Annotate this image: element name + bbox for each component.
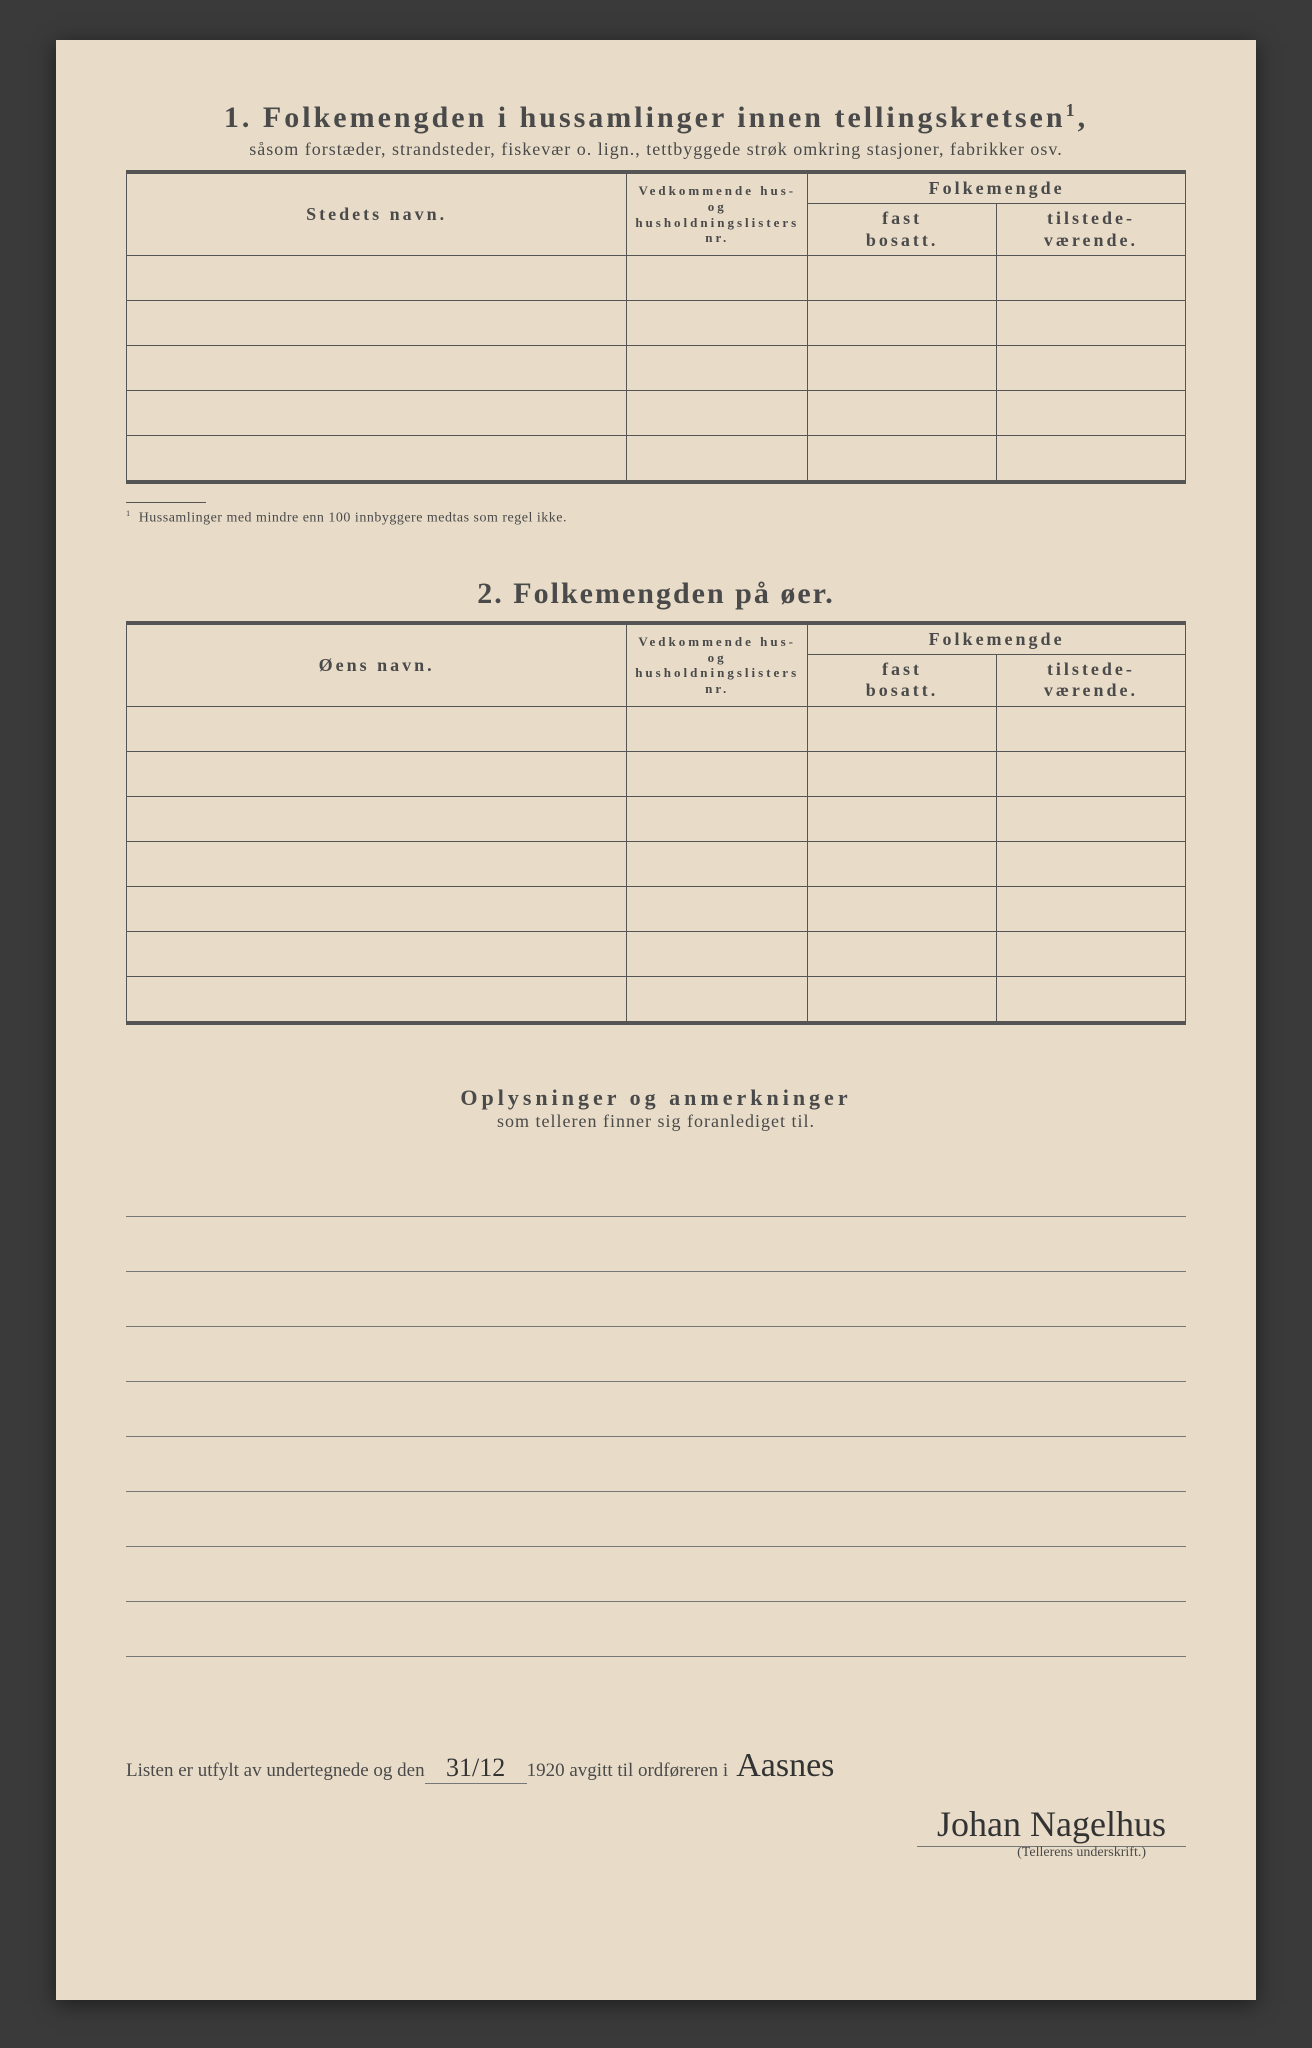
footnote-rule: [126, 502, 206, 503]
col-stedets-navn: Stedets navn.: [127, 172, 627, 256]
table-row: [127, 887, 1186, 932]
col-folkemengde-2: Folkemengde: [808, 623, 1186, 655]
section2-table: Øens navn. Vedkommende hus- og husholdni…: [126, 621, 1186, 1025]
table-row: [127, 436, 1186, 483]
section1-rows: [127, 256, 1186, 483]
col-tilstede: tilstede- værende.: [996, 204, 1185, 256]
signature-line: Listen er utfylt av undertegnede og den …: [126, 1747, 1186, 1785]
table-row: [127, 391, 1186, 436]
table-row: [127, 977, 1186, 1024]
section1-title-text: Folkemengden i hussamlinger innen tellin…: [263, 101, 1066, 134]
section2-title-text: Folkemengden på øer.: [513, 577, 834, 610]
census-form-page: 1. Folkemengden i hussamlinger innen tel…: [56, 40, 1256, 2000]
table-row: [127, 797, 1186, 842]
section2-number: 2.: [477, 577, 504, 610]
col-tilstede-2: tilstede- værende.: [996, 654, 1185, 706]
section1-tail: ,: [1078, 101, 1089, 134]
section3-subtitle: som telleren finner sig foranlediget til…: [126, 1111, 1186, 1132]
footer-text1: Listen er utfylt av undertegnede og den: [126, 1760, 425, 1782]
col-folkemengde: Folkemengde: [808, 172, 1186, 204]
table-row: [127, 346, 1186, 391]
place-handwritten: Aasnes: [728, 1747, 834, 1785]
writing-line: [126, 1547, 1186, 1602]
table-row: [127, 932, 1186, 977]
writing-line: [126, 1602, 1186, 1657]
section3-title: Oplysninger og anmerkninger: [126, 1085, 1186, 1111]
signature-caption: (Tellerens underskrift.): [126, 1845, 1186, 1861]
table-row: [127, 301, 1186, 346]
col-oens-navn: Øens navn.: [127, 623, 627, 707]
section2-title: 2. Folkemengden på øer.: [126, 577, 1186, 611]
writing-line: [126, 1382, 1186, 1437]
section1-title: 1. Folkemengden i hussamlinger innen tel…: [126, 100, 1186, 135]
col-lister-nr-2: Vedkommende hus- og husholdningslisters …: [627, 623, 808, 707]
section1-footnote: 1 Hussamlinger med mindre enn 100 innbyg…: [126, 509, 1186, 527]
col-fast: fast bosatt.: [808, 204, 997, 256]
footer: Listen er utfylt av undertegnede og den …: [126, 1747, 1186, 1861]
notes-lines: [126, 1162, 1186, 1657]
table-row: [127, 707, 1186, 752]
section3: Oplysninger og anmerkninger som telleren…: [126, 1085, 1186, 1132]
signature-row: Johan Nagelhus: [126, 1803, 1186, 1845]
writing-line: [126, 1492, 1186, 1547]
writing-line: [126, 1437, 1186, 1492]
section1-sup: 1: [1066, 100, 1078, 120]
writing-line: [126, 1217, 1186, 1272]
table-row: [127, 256, 1186, 301]
section1-subtitle: såsom forstæder, strandsteder, fiskevær …: [126, 139, 1186, 160]
table-row: [127, 752, 1186, 797]
table-row: [127, 842, 1186, 887]
section1-table: Stedets navn. Vedkommende hus- og hushol…: [126, 170, 1186, 484]
date-handwritten: 31/12: [425, 1753, 527, 1784]
signature: Johan Nagelhus: [917, 1804, 1186, 1847]
writing-line: [126, 1327, 1186, 1382]
footer-text2: 1920 avgitt til ordføreren i: [527, 1760, 729, 1782]
writing-line: [126, 1272, 1186, 1327]
section1-number: 1.: [224, 101, 253, 134]
col-fast-2: fast bosatt.: [808, 654, 997, 706]
col-lister-nr: Vedkommende hus- og husholdningslisters …: [627, 172, 808, 256]
section2-rows: [127, 707, 1186, 1024]
writing-line: [126, 1162, 1186, 1217]
